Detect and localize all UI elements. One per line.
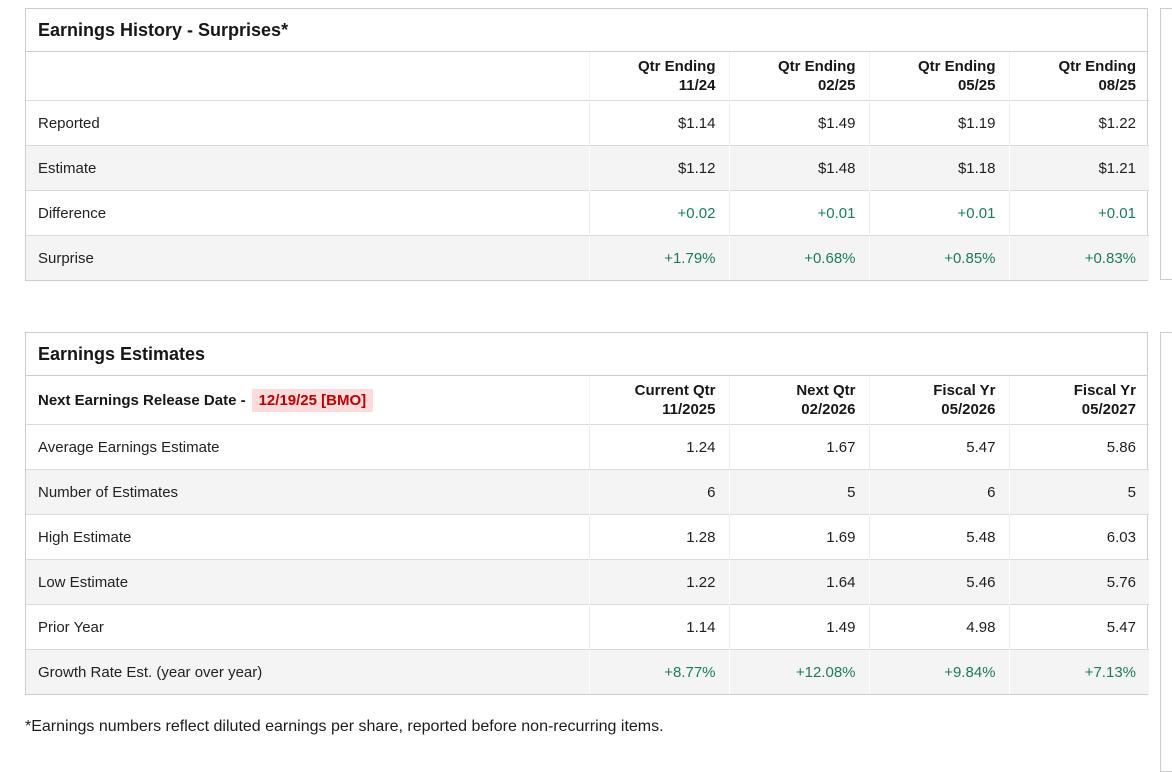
cell-value: 1.22 [588,559,729,605]
row-label: Average Earnings Estimate [38,438,220,456]
table-row-difference: Difference +0.02 +0.01 +0.01 +0.01 [26,190,1149,236]
cell-value: 5.76 [1008,559,1149,605]
cell-value: +0.01 [728,190,869,236]
cell-value: $1.48 [728,145,869,191]
cell-value: +0.83% [1008,235,1149,280]
table-row-low-estimate: Low Estimate 1.22 1.64 5.46 5.76 [26,559,1149,605]
cell-value: 5.47 [1008,604,1149,650]
row-label: Number of Estimates [38,483,179,501]
cell-value: $1.19 [868,100,1009,146]
cell-value: 5.48 [868,514,1009,560]
earnings-history-panel: Earnings History - Surprises* Qtr Ending… [25,8,1149,281]
cell-value: $1.14 [588,100,729,146]
earnings-estimates-table: Next Earnings Release Date - 12/19/25 [BM… [26,376,1149,694]
row-label: Difference [38,204,107,222]
column-header-period: 05/2026 [941,401,996,418]
table-header-row: Qtr Ending 11/24 Qtr Ending 02/25 Qtr En… [26,52,1149,101]
column-header-period: 05/2027 [1081,401,1136,418]
cell-value: +0.68% [728,235,869,280]
cell-value: +8.77% [588,649,729,694]
table-row-surprise: Surprise +1.79% +0.68% +0.85% +0.83% [26,235,1149,280]
row-label: Growth Rate Est. (year over year) [38,663,263,681]
column-header: Fiscal Yr 05/2027 [1008,376,1149,425]
earnings-estimates-title: Earnings Estimates [26,333,1147,376]
earnings-history-table: Qtr Ending 11/24 Qtr Ending 02/25 Qtr En… [26,52,1149,280]
table-row-reported: Reported $1.14 $1.49 $1.19 $1.22 [26,100,1149,146]
cell-value: +0.01 [1008,190,1149,236]
cell-value: $1.49 [728,100,869,146]
cell-value: 1.49 [728,604,869,650]
column-header: Qtr Ending 08/25 [1008,52,1149,101]
table-row-average-estimate: Average Earnings Estimate 1.24 1.67 5.47… [26,424,1149,470]
cell-value: 4.98 [868,604,1009,650]
row-label: High Estimate [38,528,132,546]
cell-value: 5.86 [1008,424,1149,470]
cell-value: 6 [868,469,1009,515]
cell-value: +9.84% [868,649,1009,694]
cell-value: 1.14 [588,604,729,650]
cell-value: $1.21 [1008,145,1149,191]
column-header-label: Fiscal Yr [933,382,996,399]
cell-value: 5 [1008,469,1149,515]
cell-value: 1.69 [728,514,869,560]
cell-value: $1.18 [868,145,1009,191]
table-row-prior-year: Prior Year 1.14 1.49 4.98 5.47 [26,604,1149,650]
column-header: Qtr Ending 05/25 [868,52,1009,101]
column-header-label: Next Qtr [796,382,856,399]
table-row-growth-rate: Growth Rate Est. (year over year) +8.77%… [26,649,1149,694]
row-label: Reported [38,114,100,132]
column-header: Fiscal Yr 05/2026 [868,376,1009,425]
row-label: Prior Year [38,618,104,636]
header-spacer [26,52,589,101]
cell-value: 1.67 [728,424,869,470]
column-header-period: 02/25 [817,77,856,94]
column-header-label: Qtr Ending [918,58,996,75]
column-header-label: Qtr Ending [1058,58,1137,75]
clipped-panel-top [1160,8,1172,280]
cell-value: 1.24 [588,424,729,470]
cell-value: +0.01 [868,190,1009,236]
next-release-label: Next Earnings Release Date - [38,391,246,409]
column-header: Next Qtr 02/2026 [728,376,869,425]
table-row-number-of-estimates: Number of Estimates 6 5 6 5 [26,469,1149,515]
cell-value: +0.85% [868,235,1009,280]
earnings-history-title: Earnings History - Surprises* [26,9,1147,52]
cell-value: 5.47 [868,424,1009,470]
cell-value: +7.13% [1008,649,1149,694]
cell-value: +0.02 [588,190,729,236]
next-release-cell: Next Earnings Release Date - 12/19/25 [BM… [26,376,589,425]
row-label: Surprise [38,249,94,267]
column-header-period: 11/2025 [662,401,716,418]
column-header-label: Qtr Ending [778,58,856,75]
cell-value: +1.79% [588,235,729,280]
cell-value: 1.64 [728,559,869,605]
column-header-label: Current Qtr [634,382,716,399]
cell-value: +12.08% [728,649,869,694]
column-header-period: 02/2026 [801,401,856,418]
column-header: Qtr Ending 02/25 [728,52,869,101]
row-label: Low Estimate [38,573,129,591]
cell-value: $1.12 [588,145,729,191]
column-header-period: 11/24 [678,77,716,94]
next-release-date-badge: 12/19/25 [BMO] [251,388,374,412]
cell-value: 1.28 [588,514,729,560]
cell-value: 6.03 [1008,514,1149,560]
cell-value: 5.46 [868,559,1009,605]
column-header: Qtr Ending 11/24 [588,52,729,101]
earnings-footnote: *Earnings numbers reflect diluted earnin… [25,718,664,735]
clipped-panel-bottom [1160,332,1172,772]
row-label: Estimate [38,159,97,177]
column-header-label: Fiscal Yr [1073,382,1136,399]
table-row-estimate: Estimate $1.12 $1.48 $1.18 $1.21 [26,145,1149,191]
cell-value: 6 [588,469,729,515]
table-row-high-estimate: High Estimate 1.28 1.69 5.48 6.03 [26,514,1149,560]
table-header-row: Next Earnings Release Date - 12/19/25 [BM… [26,376,1149,425]
earnings-estimates-panel: Earnings Estimates Next Earnings Release… [25,332,1149,695]
column-header-period: 05/25 [957,77,996,94]
cell-value: 5 [728,469,869,515]
cell-value: $1.22 [1008,100,1149,146]
column-header: Current Qtr 11/2025 [588,376,729,425]
column-header-label: Qtr Ending [638,58,716,75]
column-header-period: 08/25 [1098,77,1136,94]
